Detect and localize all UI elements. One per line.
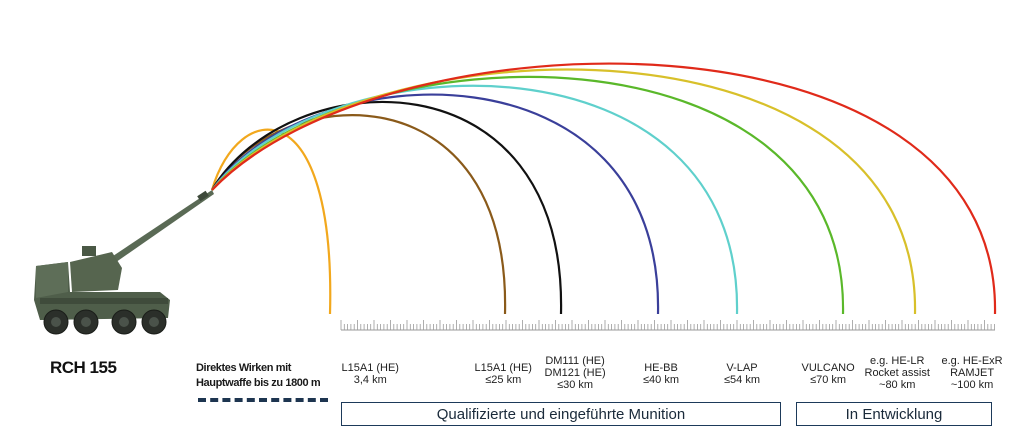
ammo-label-3-line-3: ≤30 km [557,379,594,391]
direct-fire-line-1: Direktes Wirken mit [196,362,292,374]
ammo-label-7-line-2: Rocket assist [864,367,930,379]
ammo-label-2-line-1: L15A1 (HE) [474,362,532,374]
rch155-vehicle-illustration [34,190,214,335]
ammo-label-5: V-LAP ≤54 km [724,362,760,386]
ammo-label-7-line-3: ~80 km [879,379,916,391]
trajectory-arcs [210,62,997,315]
ammo-label-6-line-1: VULCANO [801,362,855,374]
trajectory-2 [211,114,507,315]
ammo-label-5-line-1: V-LAP [726,362,758,374]
trajectory-1 [210,128,332,315]
ammo-label-8-line-1: e.g. HE-ExR [941,355,1003,367]
trajectory-5 [211,84,739,315]
ammo-label-3-line-2: DM121 (HE) [544,367,606,379]
trajectory-8 [211,62,997,315]
ammo-label-3: DM111 (HE) DM121 (HE) ≤30 km [545,355,606,391]
in-development-group: In Entwicklung [796,402,992,426]
ammo-label-6: VULCANO ≤70 km [802,362,855,386]
vehicle-name: RCH 155 [50,358,117,377]
ammo-label-4-line-2: ≤40 km [643,374,679,386]
ammo-label-7: e.g. HE-LR Rocket assist ~80 km [865,355,930,391]
ammo-label-8-line-3: ~100 km [950,379,994,391]
ammo-label-6-line-2: ≤70 km [810,374,847,386]
ammo-label-2: L15A1 (HE) ≤25 km [475,362,532,386]
qualified-ammunition-group: Qualifizierte und eingeführte Munition [341,402,781,426]
direct-fire-note: Direktes Wirken mit Hauptwaffe bis zu 18… [196,361,321,391]
trajectory-4 [211,93,660,315]
ammo-label-3-line-1: DM111 (HE) [545,355,605,367]
ammo-label-8: e.g. HE-ExR RAMJET ~100 km [942,355,1003,391]
ammo-label-1-line-1: L15A1 (HE) [341,362,399,374]
direct-fire-line-2: Hauptwaffe bis zu 1800 m [196,377,321,389]
ammo-label-2-line-2: ≤25 km [485,374,522,386]
ammo-label-4-line-1: HE-BB [644,362,678,374]
ammo-label-8-line-2: RAMJET [950,367,995,379]
range-scale [340,320,995,331]
trajectory-6 [211,75,845,315]
ammo-label-5-line-2: ≤54 km [724,374,760,386]
ammo-label-1: L15A1 (HE) 3,4 km [342,362,399,386]
trajectory-7 [211,68,917,315]
ammo-label-7-line-1: e.g. HE-LR [870,355,925,367]
direct-fire-dashed-line [198,398,328,402]
trajectory-3 [211,101,563,315]
ammo-label-1-line-2: 3,4 km [353,374,387,386]
ammo-label-4: HE-BB ≤40 km [643,362,679,386]
